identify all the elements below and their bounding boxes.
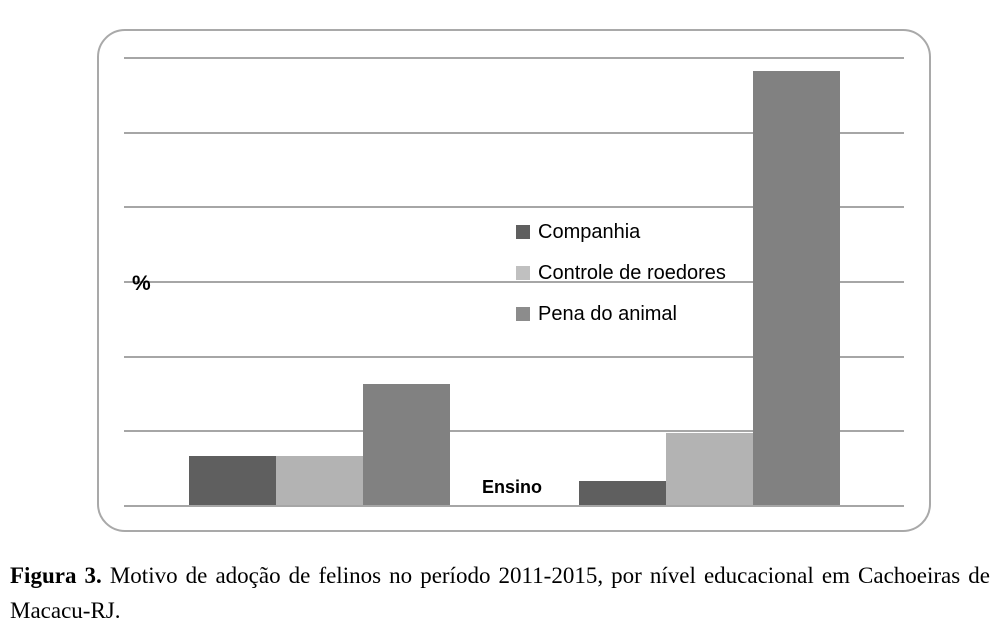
figure-caption-text: Motivo de adoção de felinos no período 2… (10, 563, 990, 623)
y-axis-title: % (132, 272, 151, 295)
bar-companhia-group2 (579, 481, 666, 505)
gridline (124, 206, 904, 209)
legend: Companhia Controle de roedores Pena do a… (516, 221, 726, 344)
legend-swatch-icon (516, 307, 530, 321)
bar-pena-do-animal-group2 (753, 71, 840, 505)
gridline (124, 430, 904, 433)
bar-pena-do-animal-group1 (363, 384, 450, 505)
legend-label: Controle de roedores (538, 261, 726, 284)
figure-caption-label: Figura 3. (10, 563, 102, 588)
legend-swatch-icon (516, 225, 530, 239)
legend-label: Companhia (538, 220, 641, 243)
legend-label: Pena do animal (538, 302, 677, 325)
gridline (124, 131, 904, 134)
gridline (124, 355, 904, 358)
gridline (124, 505, 904, 507)
figure-caption: Figura 3. Motivo de adoção de felinos no… (10, 558, 990, 628)
bar-controle-de-roedores-group1 (276, 456, 363, 505)
x-axis-title: Ensino (482, 477, 543, 497)
legend-swatch-icon (516, 266, 530, 280)
gridline (124, 57, 904, 59)
legend-item-companhia: Companhia (516, 221, 726, 243)
chart-plot-area: % Ensino Companhia Controle de roedores … (97, 29, 931, 532)
gridline (124, 281, 904, 283)
legend-item-pena-do-animal: Pena do animal (516, 303, 726, 325)
bar-companhia-group1 (189, 456, 276, 505)
legend-item-controle-de-roedores: Controle de roedores (516, 262, 726, 284)
bar-controle-de-roedores-group2 (666, 433, 753, 505)
